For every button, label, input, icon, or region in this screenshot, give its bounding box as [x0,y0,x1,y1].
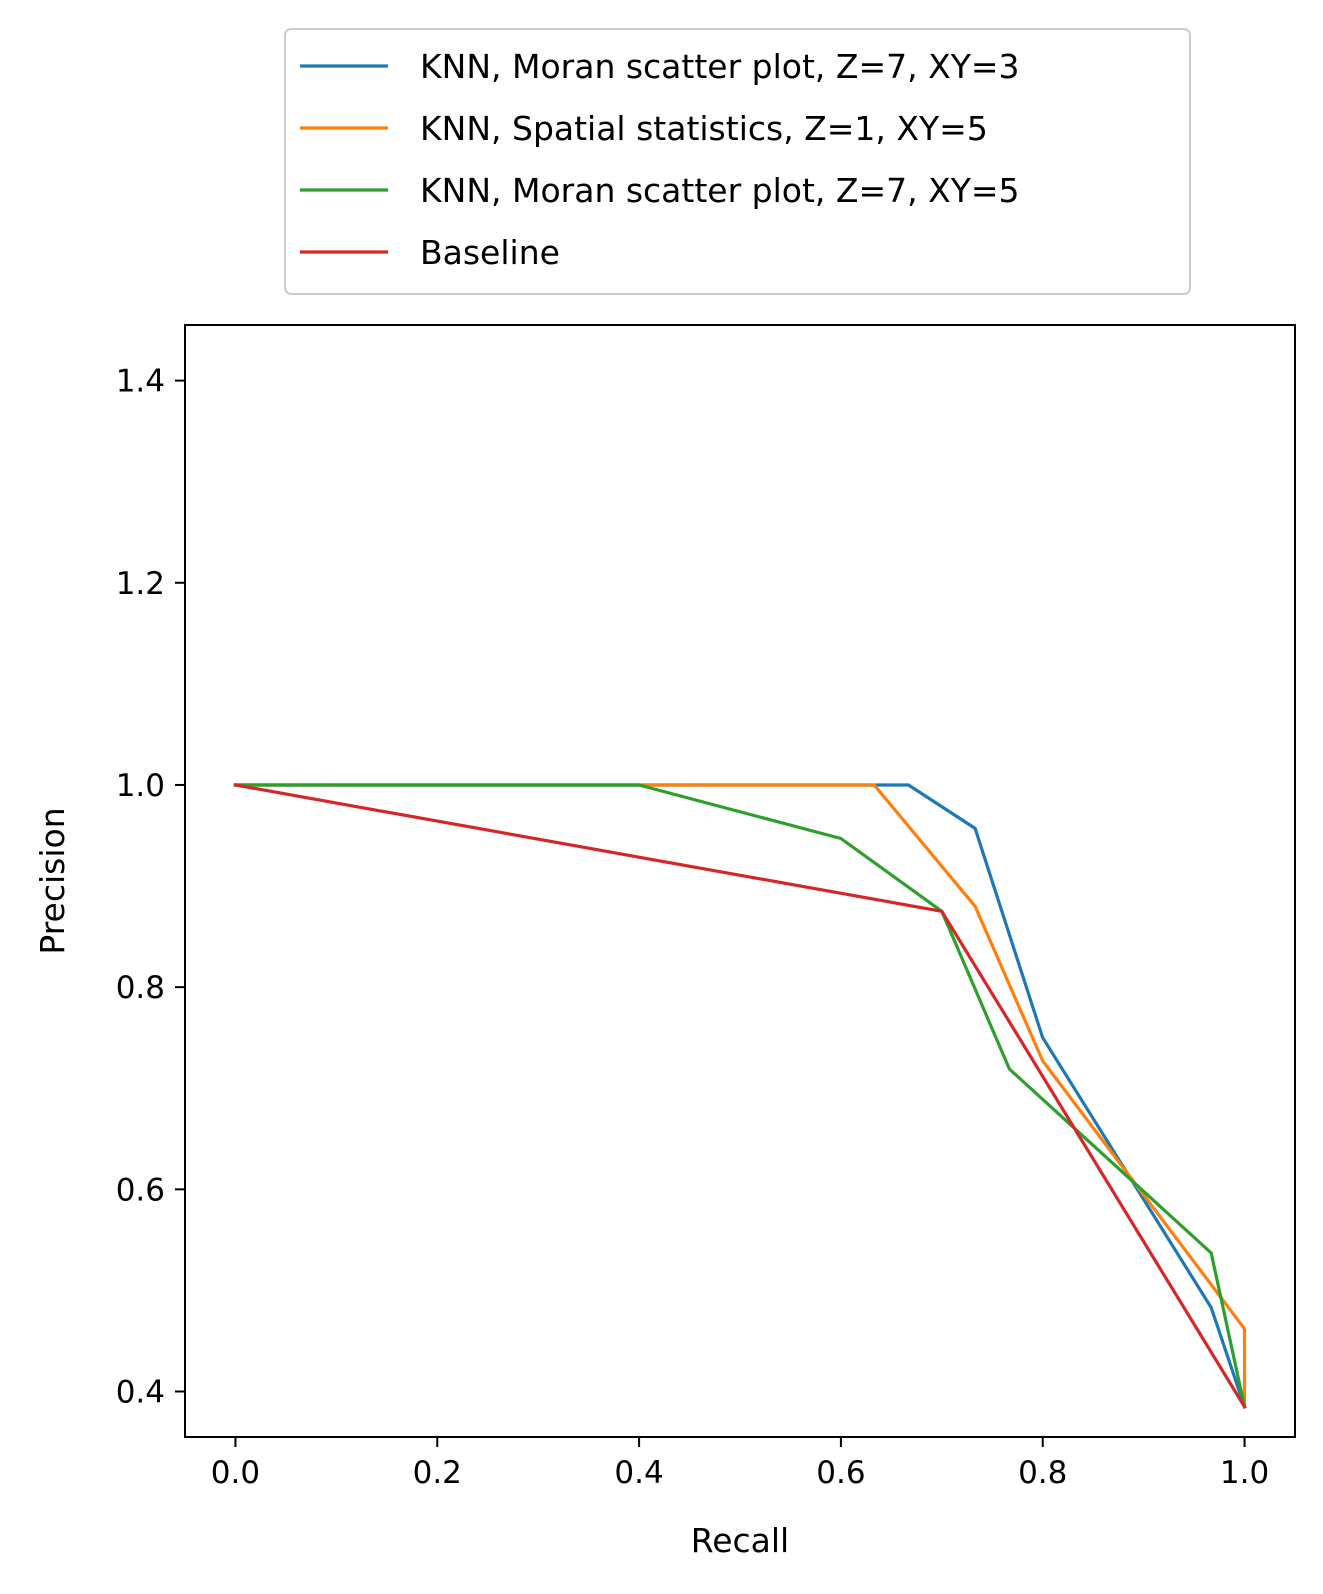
legend-label-4: Baseline [420,233,560,272]
series-line-4 [233,783,1247,1409]
x-axis-label: Recall [691,1521,789,1560]
plot-frame [184,324,1296,1438]
y-axis-ticks: 0.4 0.6 0.8 1.0 1.2 1.4 [116,364,185,1411]
legend-items: KNN, Moran scatter plot, Z=7, XY=3 KNN, S… [300,47,1020,272]
legend: KNN, Moran scatter plot, Z=7, XY=3 KNN, S… [284,28,1191,295]
y-tick-label: 1.0 [116,768,165,804]
y-axis-label: Precision [33,807,72,954]
x-tick-label: 0.0 [211,1455,260,1491]
x-tick-label: 0.6 [816,1455,865,1491]
y-tick-label: 0.6 [116,1172,165,1208]
legend-label-2: KNN, Spatial statistics, Z=1, XY=5 [420,109,988,148]
series-line-2 [233,783,1247,1409]
x-tick-label: 0.2 [413,1455,462,1491]
legend-frame [284,28,1191,295]
y-tick-label: 1.4 [116,364,165,400]
x-tick-label: 0.4 [614,1455,663,1491]
x-tick-label: 1.0 [1220,1455,1269,1491]
y-tick-label: 0.8 [116,970,165,1006]
series-layer [233,783,1247,1409]
plot-area: 0.0 0.2 0.4 0.6 0.8 1.0 0.4 0.6 0.8 1.0 1.2 1.4 [116,324,1296,1491]
x-axis-ticks: 0.0 0.2 0.4 0.6 0.8 1.0 [211,1437,1269,1491]
legend-label-3: KNN, Moran scatter plot, Z=7, XY=5 [420,171,1020,210]
legend-label-1: KNN, Moran scatter plot, Z=7, XY=3 [420,47,1020,86]
x-tick-label: 0.8 [1018,1455,1067,1491]
y-tick-label: 1.2 [116,566,165,602]
y-tick-label: 0.4 [116,1375,165,1411]
